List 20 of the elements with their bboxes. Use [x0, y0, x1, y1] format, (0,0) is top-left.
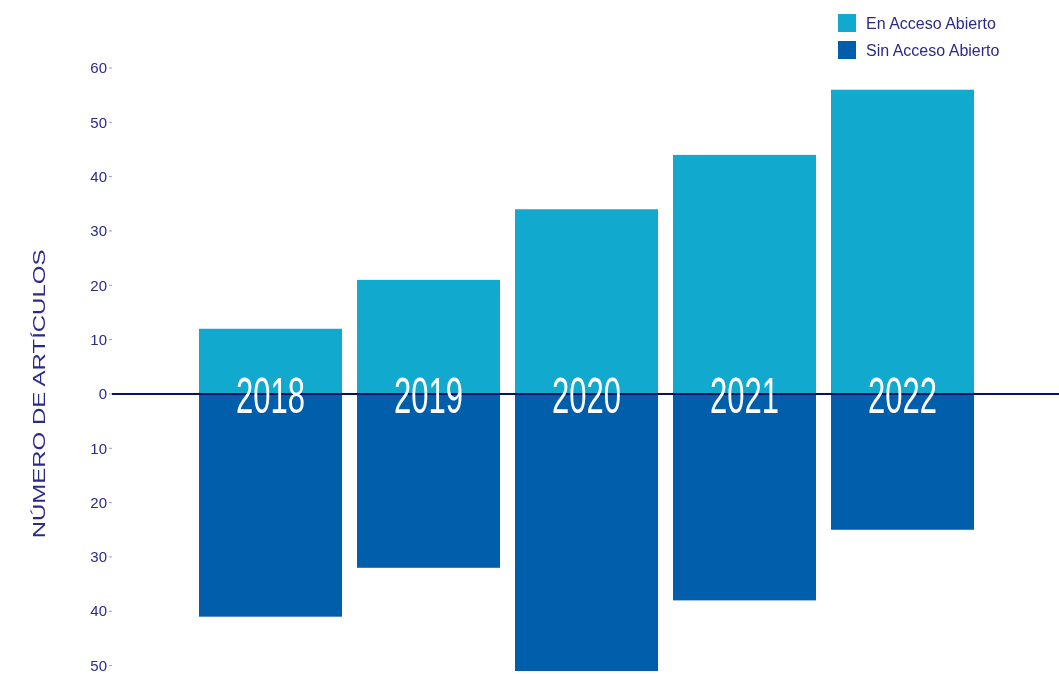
x-tick-label: 2021 [710, 367, 779, 424]
legend-label: Sin Acceso Abierto [866, 41, 1000, 59]
y-tick-label: 10 [90, 330, 107, 348]
y-tick-label: 20 [90, 493, 107, 511]
y-tick-label: 20 [90, 276, 107, 294]
y-tick-label: 30 [90, 222, 107, 240]
y-axis-title: NÚMERO DE ARTÍCULOS [29, 249, 49, 539]
x-tick-label: 2018 [236, 367, 305, 424]
y-tick-label: 50 [90, 113, 107, 131]
y-tick-label: 40 [90, 602, 107, 620]
y-tick-label: 60 [90, 59, 107, 77]
y-tick-label: 40 [90, 167, 107, 185]
x-tick-label: 2022 [868, 367, 937, 424]
y-tick-label: 10 [90, 439, 107, 457]
y-tick-label: 50 [90, 656, 107, 674]
x-tick-label: 2019 [394, 367, 463, 424]
legend-label: En Acceso Abierto [866, 14, 996, 32]
y-tick-label: 0 [98, 385, 107, 403]
x-tick-label: 2020 [552, 367, 621, 424]
y-tick-label: 30 [90, 548, 107, 566]
